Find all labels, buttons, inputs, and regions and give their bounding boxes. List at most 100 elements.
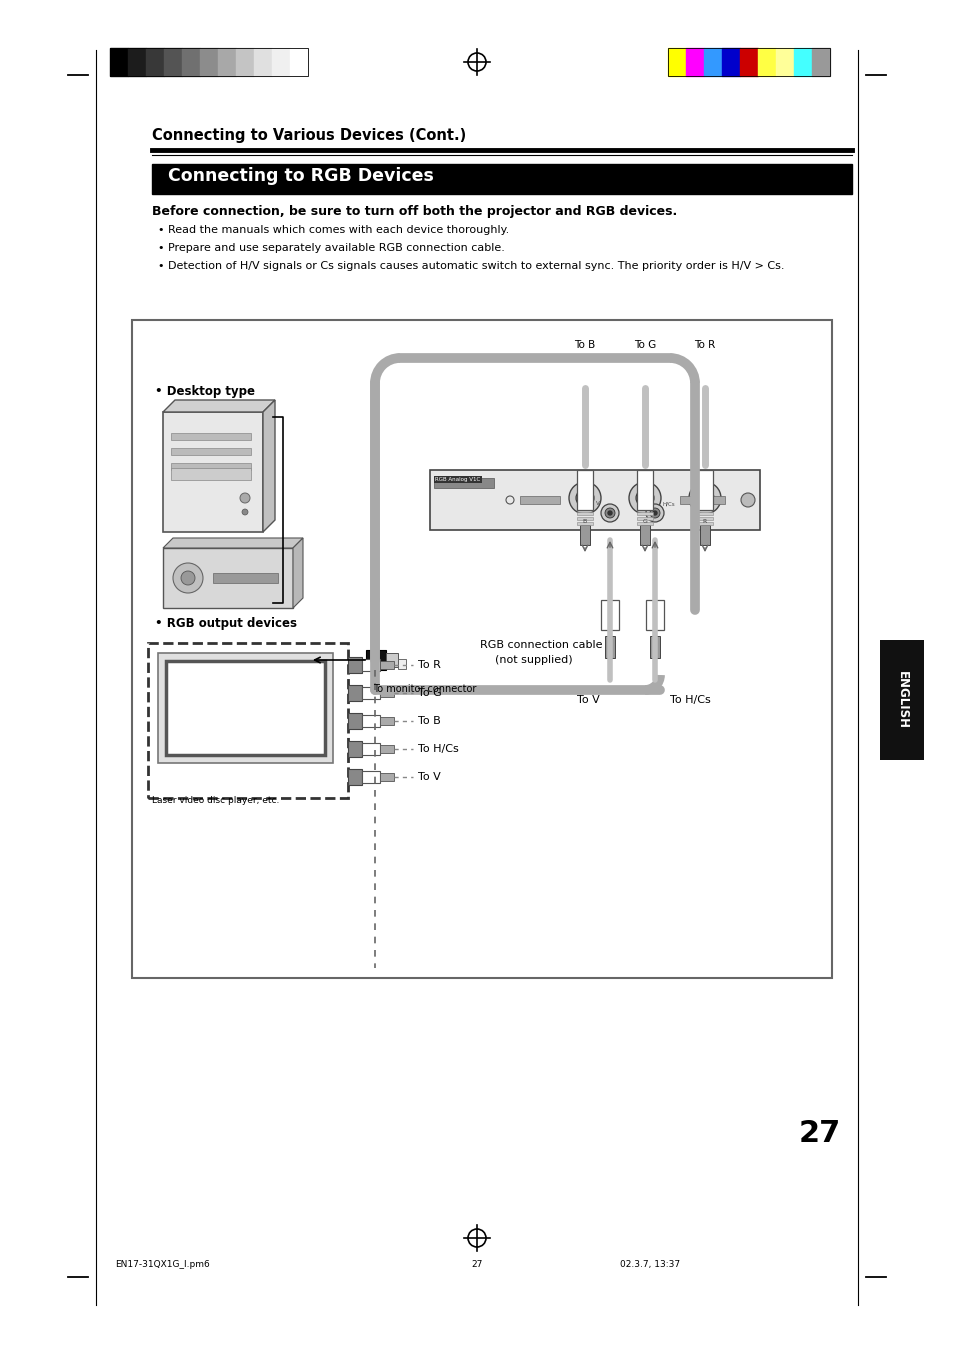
Text: Connecting to Various Devices (Cont.): Connecting to Various Devices (Cont.): [152, 128, 466, 143]
Bar: [146, 49, 164, 76]
Text: ENGLISH: ENGLISH: [895, 671, 907, 729]
Circle shape: [600, 504, 618, 522]
Bar: [163, 548, 293, 608]
Bar: [379, 745, 394, 753]
Polygon shape: [163, 400, 274, 412]
Bar: [361, 744, 379, 754]
Bar: [361, 658, 379, 671]
Bar: [348, 769, 361, 786]
Bar: [775, 49, 793, 76]
Text: To H/Cs: To H/Cs: [669, 695, 710, 704]
Text: • Detection of H/V signals or Cs signals causes automatic switch to external syn: • Detection of H/V signals or Cs signals…: [158, 261, 783, 270]
Bar: [637, 516, 652, 521]
Text: Laser video disc player, etc.: Laser video disc player, etc.: [152, 796, 279, 804]
Text: • RGB output devices: • RGB output devices: [154, 617, 296, 630]
Bar: [348, 741, 361, 757]
Circle shape: [688, 483, 720, 514]
Text: To B: To B: [574, 339, 595, 350]
Bar: [348, 685, 361, 700]
Bar: [171, 468, 251, 480]
Bar: [166, 661, 325, 754]
Circle shape: [636, 489, 654, 507]
Bar: [128, 49, 146, 76]
Bar: [697, 516, 712, 521]
Circle shape: [240, 493, 250, 503]
Text: RGB connection cable: RGB connection cable: [479, 639, 602, 650]
Bar: [740, 49, 758, 76]
Bar: [649, 635, 659, 658]
Text: To H/Cs: To H/Cs: [417, 744, 458, 754]
Text: To V: To V: [577, 695, 599, 704]
Circle shape: [628, 483, 660, 514]
Bar: [163, 412, 263, 531]
Text: To B: To B: [417, 717, 440, 726]
Bar: [700, 525, 709, 545]
Bar: [793, 49, 811, 76]
Bar: [379, 717, 394, 725]
Bar: [361, 771, 379, 783]
Bar: [235, 49, 253, 76]
Bar: [679, 496, 724, 504]
Bar: [879, 639, 923, 760]
Bar: [218, 49, 235, 76]
Bar: [577, 470, 593, 510]
Bar: [386, 653, 397, 667]
Bar: [667, 49, 829, 76]
Bar: [164, 49, 182, 76]
Text: 27: 27: [798, 1119, 841, 1148]
Bar: [361, 715, 379, 727]
Circle shape: [701, 495, 707, 502]
Circle shape: [604, 508, 615, 518]
Text: H/Cs: H/Cs: [662, 502, 675, 506]
Circle shape: [568, 483, 600, 514]
Text: Before connection, be sure to turn off both the projector and RGB devices.: Before connection, be sure to turn off b…: [152, 206, 677, 218]
Text: • Prepare and use separately available RGB connection cable.: • Prepare and use separately available R…: [158, 243, 504, 253]
Polygon shape: [293, 538, 303, 608]
Bar: [379, 661, 394, 669]
Text: To G: To G: [417, 688, 441, 698]
Bar: [253, 49, 272, 76]
Polygon shape: [263, 400, 274, 531]
Bar: [721, 49, 740, 76]
Bar: [200, 49, 218, 76]
Bar: [290, 49, 308, 76]
Text: (not supplied): (not supplied): [495, 654, 572, 665]
Circle shape: [242, 508, 248, 515]
Bar: [397, 658, 406, 669]
Circle shape: [652, 511, 657, 515]
Bar: [182, 49, 200, 76]
Bar: [667, 49, 685, 76]
Text: To V: To V: [417, 772, 440, 781]
Bar: [430, 470, 760, 530]
Bar: [158, 653, 333, 763]
Circle shape: [181, 571, 194, 585]
Text: To G: To G: [633, 339, 656, 350]
Circle shape: [641, 495, 647, 502]
Bar: [811, 49, 829, 76]
Bar: [604, 635, 615, 658]
Text: B: B: [582, 519, 586, 525]
Bar: [697, 512, 712, 515]
Text: EN17-31QX1G_I.pm6: EN17-31QX1G_I.pm6: [115, 1260, 210, 1270]
Bar: [519, 496, 559, 504]
Polygon shape: [163, 538, 303, 548]
Circle shape: [576, 489, 594, 507]
Bar: [600, 600, 618, 630]
Bar: [110, 49, 128, 76]
Bar: [152, 164, 851, 193]
Circle shape: [696, 489, 713, 507]
Bar: [379, 773, 394, 781]
Bar: [272, 49, 290, 76]
Bar: [637, 512, 652, 515]
Bar: [697, 470, 712, 510]
Circle shape: [740, 493, 754, 507]
Bar: [361, 687, 379, 699]
Bar: [213, 573, 277, 583]
Text: Connecting to RGB Devices: Connecting to RGB Devices: [168, 168, 434, 185]
Circle shape: [581, 495, 587, 502]
Bar: [434, 479, 494, 488]
Bar: [348, 657, 361, 673]
Bar: [348, 713, 361, 729]
Text: 02.3.7, 13:37: 02.3.7, 13:37: [619, 1260, 679, 1270]
Text: • Read the manuals which comes with each device thoroughly.: • Read the manuals which comes with each…: [158, 224, 509, 235]
